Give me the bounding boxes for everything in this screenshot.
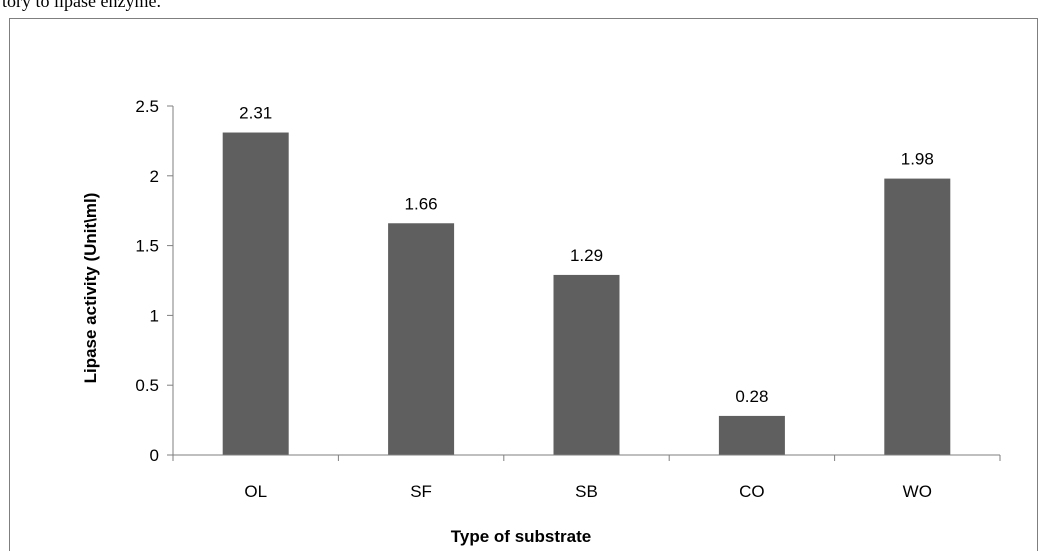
y-tick-label: 1.5 (135, 237, 159, 256)
bar-co (718, 415, 785, 455)
x-axis-title: Type of substrate (451, 527, 591, 546)
y-tick-label: 1 (150, 306, 159, 325)
data-label-co: 0.28 (735, 387, 768, 406)
y-tick-label: 2.5 (135, 97, 159, 116)
data-label-wo: 1.98 (901, 150, 934, 169)
x-tick-label-ol: OL (244, 482, 267, 501)
data-label-ol: 2.31 (239, 104, 272, 123)
bar-sb (553, 274, 620, 455)
bar-ol (222, 132, 289, 456)
labels-layer: 2.31 OL 1.66 SF 1.29 SB 0.28 CO 1.98 WO 0 0.5 1 1.5 2 2… (135, 97, 933, 501)
y-tick-label: 0.5 (135, 376, 159, 395)
caption-fragment: tory to lipase enzyme. (2, 0, 161, 11)
bar-wo (884, 178, 951, 456)
y-tick-label: 2 (150, 167, 159, 186)
chart-frame (9, 18, 1038, 551)
axes-layer (167, 105, 1001, 461)
y-axis-title: Lipase activity (Unit\ml) (81, 193, 100, 384)
bars-layer (222, 132, 951, 456)
data-label-sb: 1.29 (570, 246, 603, 265)
x-tick-label-sb: SB (575, 482, 598, 501)
x-tick-label-co: CO (739, 482, 765, 501)
x-tick-label-sf: SF (410, 482, 432, 501)
x-tick-label-wo: WO (903, 482, 932, 501)
y-tick-label: 0 (150, 446, 159, 465)
data-label-sf: 1.66 (405, 194, 438, 213)
bar-sf (388, 223, 455, 455)
